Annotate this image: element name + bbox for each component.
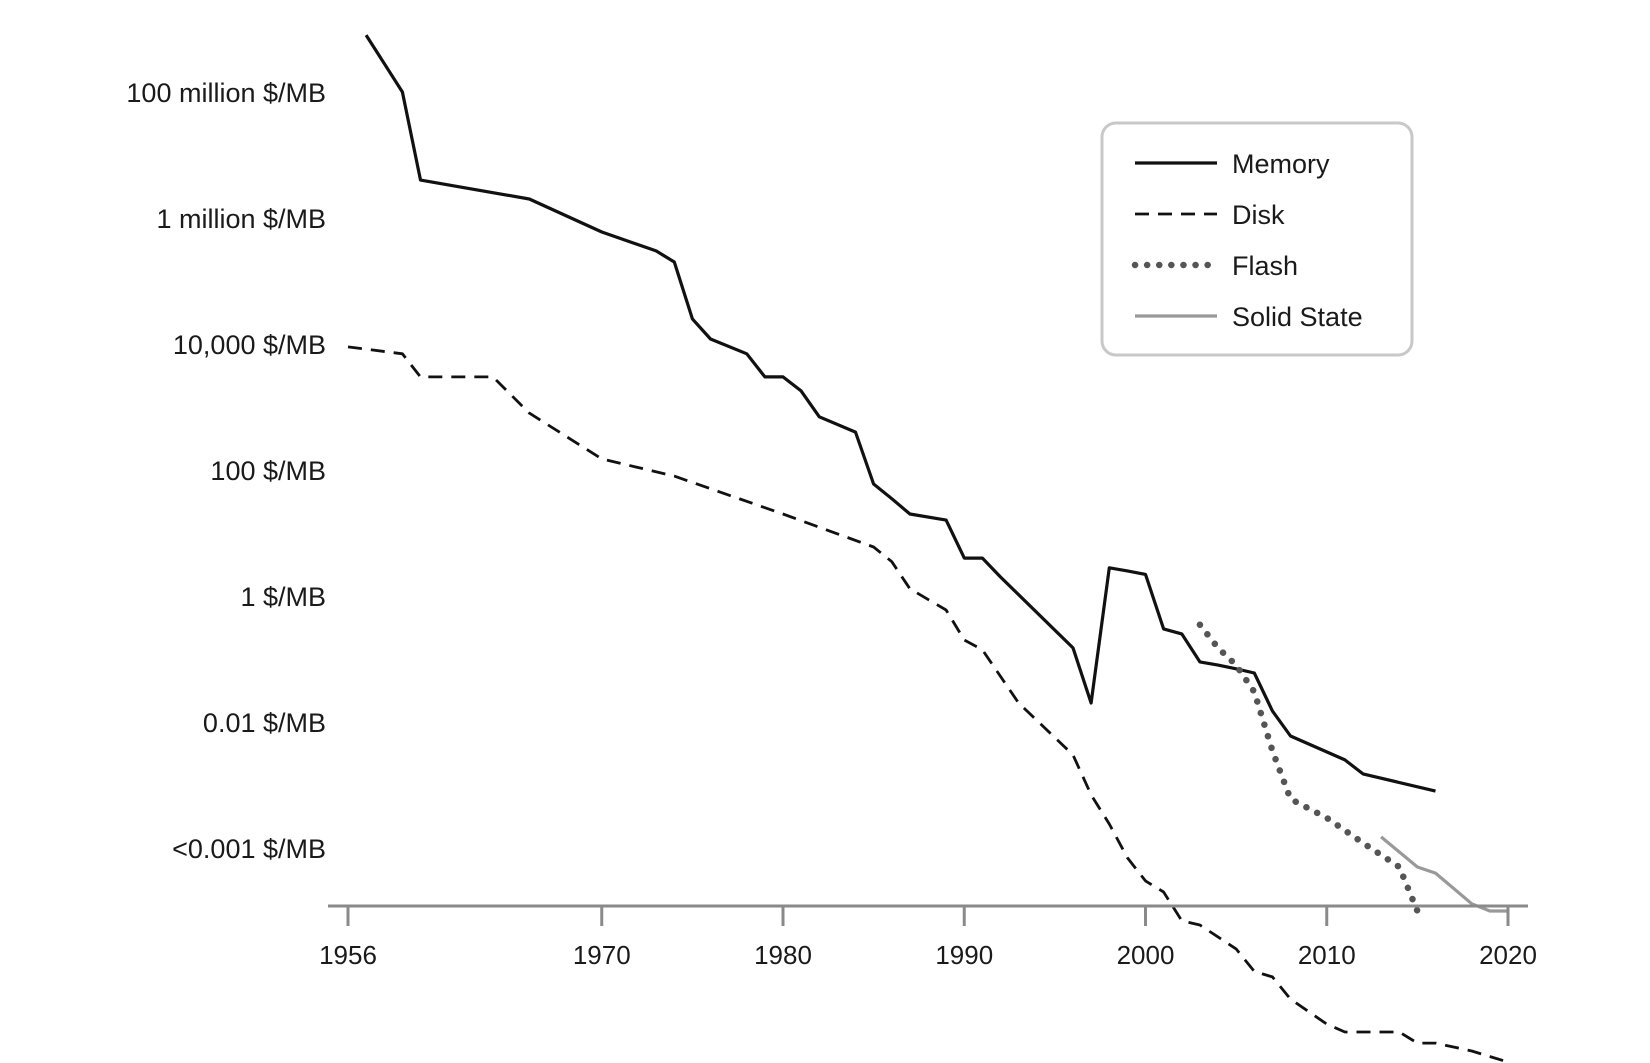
legend-box (1100, 121, 1414, 357)
y-tick-label: 0.01 $/MB (203, 708, 326, 738)
y-tick-label: 100 million $/MB (126, 78, 326, 108)
x-tick-label: 1980 (754, 940, 812, 970)
y-axis-tick-labels: 100 million $/MB 1 million $/MB 10,000 $/M… (126, 78, 326, 864)
y-tick-label: 100 $/MB (210, 456, 326, 486)
legend-label: Solid State (1232, 302, 1363, 332)
x-axis-ticks: 1956 1970 1980 1990 2000 2010 2020 (319, 906, 1537, 970)
series-line-memory (364, 34, 1436, 793)
legend-label: Disk (1232, 200, 1285, 230)
x-tick-label: 1956 (319, 940, 377, 970)
legend-label: Memory (1232, 149, 1330, 179)
series-lines (347, 34, 1509, 1063)
y-tick-label: 10,000 $/MB (173, 330, 326, 360)
x-tick-label: 2000 (1117, 940, 1175, 970)
y-tick-label: 1 million $/MB (156, 204, 326, 234)
series-line-solid-state (1380, 835, 1508, 913)
y-tick-label: 1 $/MB (240, 582, 326, 612)
x-tick-label: 1990 (935, 940, 993, 970)
x-tick-label: 2010 (1298, 940, 1356, 970)
legend-label: Flash (1232, 251, 1298, 281)
series-line-disk (347, 345, 1509, 1063)
y-tick-label: <0.001 $/MB (172, 834, 326, 864)
legend: Memory Disk Flash Solid State (1100, 121, 1414, 357)
x-tick-label: 2020 (1479, 940, 1537, 970)
x-tick-label: 1970 (573, 940, 631, 970)
